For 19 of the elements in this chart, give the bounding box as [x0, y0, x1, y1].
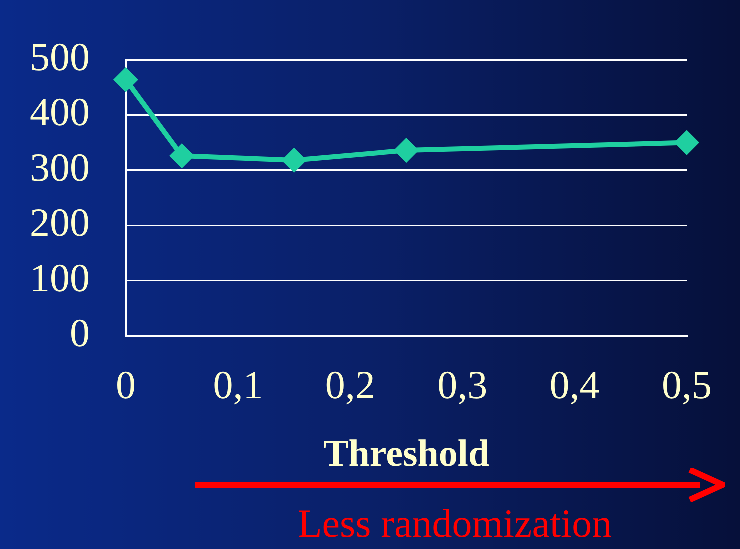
point — [282, 148, 306, 172]
y-tick-label: 0 — [70, 310, 90, 356]
y-tick-label: 500 — [30, 34, 90, 80]
x-tick-label: 0,5 — [662, 362, 712, 408]
x-tick-label: 0,1 — [213, 362, 264, 408]
y-tick-label: 200 — [30, 200, 90, 246]
point — [114, 68, 138, 92]
x-tick-label: 0,3 — [438, 362, 488, 408]
y-tick-label: 400 — [30, 90, 90, 135]
y-tick-label: 100 — [30, 255, 90, 300]
y-tick-label: 300 — [30, 144, 90, 190]
point — [395, 139, 418, 162]
point — [170, 144, 194, 168]
text: Less randomization — [296, 501, 614, 546]
x-tick-label: 0,2 — [325, 362, 376, 408]
x-tick-label: 0,4 — [550, 362, 600, 408]
x-axis-title: Threshold — [323, 433, 490, 476]
point — [676, 131, 698, 154]
x-tick-label: 0 — [116, 362, 136, 408]
